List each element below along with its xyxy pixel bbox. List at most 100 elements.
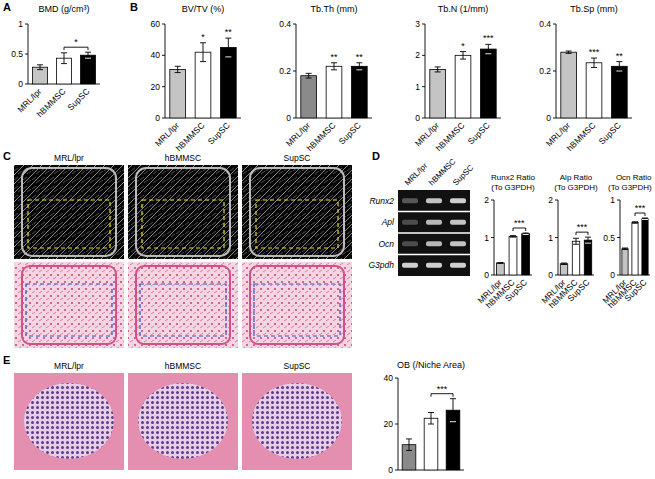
marks — [622, 218, 648, 275]
bar-chart: Alp Ratio(To G3PDH)012MRL/lprhBMMSCSupSC… — [539, 173, 598, 310]
gel-band — [426, 241, 442, 246]
gel-band — [426, 263, 442, 268]
gel-image — [398, 190, 470, 276]
bar — [351, 66, 367, 118]
gel-divider — [398, 232, 470, 234]
x-tick-label: SupSC — [65, 86, 91, 112]
chart-title: Tb.Th (mm) — [311, 4, 358, 14]
line — [61, 52, 67, 53]
error-bar — [497, 262, 503, 264]
marks — [402, 399, 460, 470]
line — [573, 238, 579, 239]
x-tick-label: SupSC — [565, 277, 591, 303]
bar — [561, 52, 577, 118]
error-bar — [331, 63, 337, 70]
significance: *** — [589, 47, 600, 57]
y-tick — [422, 24, 425, 25]
line — [642, 219, 648, 220]
y-tick — [555, 237, 558, 238]
y-tick-label: 0 — [484, 270, 489, 280]
bar — [586, 63, 602, 118]
y-tick — [553, 118, 556, 119]
line — [88, 52, 89, 58]
line — [510, 237, 516, 238]
bar-chart: Ocn Ratio(To G3PDH)00.51MRL/lprhBMMSCSup… — [600, 173, 652, 310]
line — [523, 234, 529, 235]
y-tick — [555, 275, 558, 276]
line — [356, 69, 362, 70]
panel-letter: B — [130, 1, 138, 13]
y-tick — [617, 200, 620, 201]
gel-band — [426, 220, 442, 225]
column-label: hBMMSC — [165, 361, 201, 371]
y-tick-label: 0.5 — [11, 49, 23, 59]
gel-band — [402, 241, 418, 246]
line — [61, 63, 67, 64]
line — [632, 221, 638, 222]
chart-title: Ocn Ratio — [616, 173, 652, 182]
error-bar — [616, 62, 622, 71]
bone-outline — [22, 168, 116, 256]
chart-subtitle: (To G3PDH) — [608, 183, 652, 192]
error-bar — [460, 52, 466, 60]
microct-image — [14, 165, 124, 259]
y-tick — [293, 71, 296, 72]
marks — [430, 44, 496, 118]
bracket-label: *** — [577, 222, 588, 232]
chart-title: Runx2 Ratio — [491, 173, 536, 182]
y-tick — [553, 71, 556, 72]
line — [585, 243, 591, 244]
y-tick-label: 60 — [151, 19, 161, 29]
line — [619, 62, 620, 71]
bar-chart: Tb.N (1/mm)0123MRL/lprhBMMSCSupSC**** — [413, 4, 501, 153]
line — [622, 248, 628, 249]
line — [306, 78, 312, 79]
marks — [560, 237, 591, 275]
bar-chart: BV/TV (%)0204060MRL/lprhBMMSCSupSC*** — [151, 4, 241, 153]
y-tick — [25, 54, 28, 55]
line — [573, 244, 579, 245]
bar-chart: BMD (g/cm³)00.51MRL/lprhBMMSCSupSC* — [11, 4, 100, 119]
line — [523, 233, 529, 234]
figure: ABCDEBMD (g/cm³)00.51MRL/lprhBMMSCSupSC*… — [0, 0, 655, 479]
bracket — [513, 228, 526, 231]
line — [561, 264, 567, 265]
line — [450, 421, 456, 422]
histology-image — [242, 262, 352, 348]
bar — [611, 66, 627, 118]
line — [331, 69, 337, 70]
error-bar — [566, 51, 572, 53]
bar — [195, 52, 211, 118]
line — [306, 73, 312, 74]
error-bar — [85, 52, 91, 58]
histology-image — [128, 373, 238, 470]
bar-chart: Runx2 Ratio(To G3PDH)012MRL/lprhBMMSCSup… — [476, 173, 536, 310]
line — [642, 218, 648, 219]
y-tick — [422, 86, 425, 87]
line — [463, 52, 464, 60]
gel-band — [450, 198, 466, 203]
x-tick-label: SupSC — [206, 120, 232, 146]
line — [576, 238, 577, 244]
y-tick-label: 1 — [548, 233, 553, 243]
gel-band — [450, 220, 466, 225]
y-tick — [395, 470, 398, 471]
y-tick — [617, 237, 620, 238]
chart-title: Tb.N (1/mm) — [438, 4, 489, 14]
marks — [496, 233, 529, 275]
marks — [170, 38, 236, 118]
gel-band — [426, 198, 442, 203]
bar — [632, 223, 638, 276]
column-label: SupSC — [451, 163, 475, 187]
bone-outline — [250, 266, 344, 344]
line — [356, 62, 362, 63]
panel-e: MRL/lprhBMMSCSupSC — [14, 361, 352, 470]
error-bar — [200, 43, 206, 62]
gel-band — [402, 198, 418, 203]
line — [591, 58, 597, 59]
line — [497, 262, 503, 263]
gel-band — [402, 263, 418, 268]
bracket-label: *** — [514, 218, 525, 228]
line — [409, 439, 410, 451]
histology-image — [14, 373, 124, 470]
